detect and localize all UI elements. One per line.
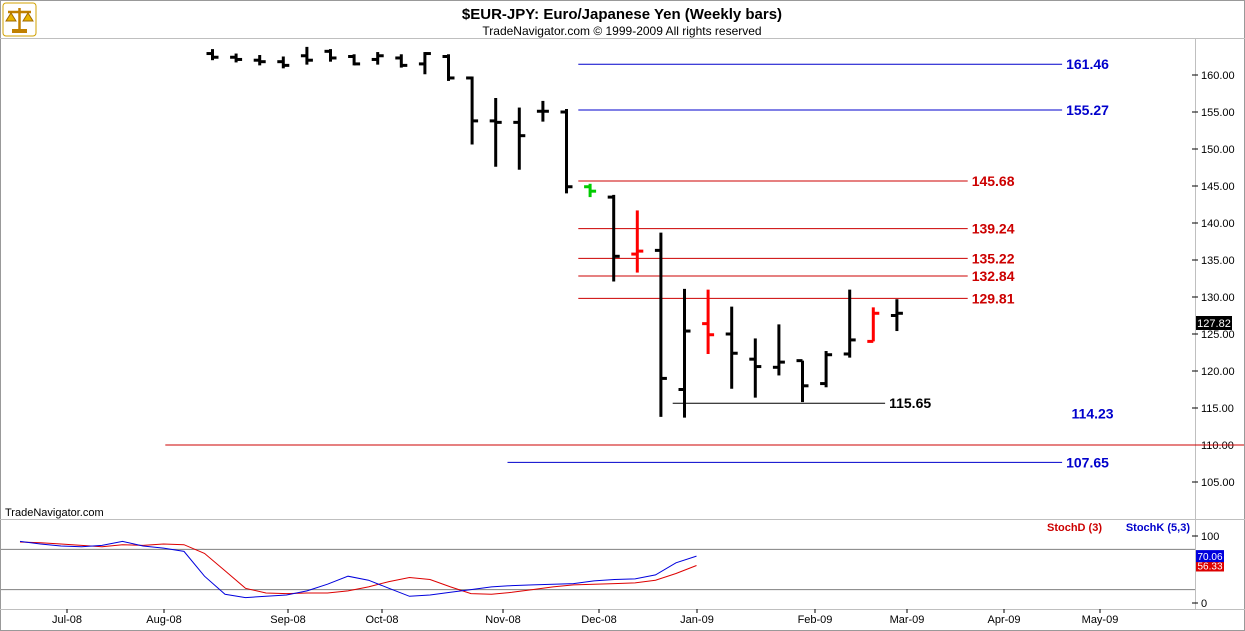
stoch-series-line bbox=[19, 540, 697, 599]
ohlc-bar bbox=[206, 49, 219, 61]
date-x-tick-label: Aug-08 bbox=[146, 614, 181, 626]
ohlc-bars bbox=[206, 46, 903, 418]
stoch-last-value-box bbox=[1196, 559, 1224, 572]
ohlc-bar bbox=[300, 46, 313, 65]
date-x-tick-label: Nov-08 bbox=[485, 614, 520, 626]
level-label: 145.68 bbox=[972, 173, 1015, 189]
stoch-y-tick-label: 0 bbox=[1201, 598, 1207, 610]
stoch-last-value-label: 70.06 bbox=[1197, 552, 1222, 563]
price-y-tick-label: 130.00 bbox=[1201, 292, 1235, 304]
price-y-tick-label: 135.00 bbox=[1201, 255, 1235, 267]
ohlc-bar bbox=[230, 53, 243, 63]
level-label: 132.84 bbox=[972, 268, 1015, 284]
price-y-tick-label: 150.00 bbox=[1201, 144, 1235, 156]
date-x-axis: Jul-08 Aug-08 Sep-08 Oct-08 Nov-08 Dec-08 Jan-… bbox=[52, 609, 1118, 626]
ohlc-bar bbox=[654, 232, 667, 417]
ohlc-bar bbox=[466, 76, 479, 145]
date-x-tick-label: Jan-09 bbox=[680, 614, 714, 626]
last-price-label: 127.82 bbox=[1197, 318, 1231, 330]
ohlc-bar bbox=[418, 52, 431, 75]
date-x-tick-label: Jul-08 bbox=[52, 614, 82, 626]
level-label: 129.81 bbox=[972, 290, 1015, 306]
date-x-tick-label: May-09 bbox=[1082, 614, 1119, 626]
ohlc-bar bbox=[820, 351, 833, 388]
date-x-tick-label: Feb-09 bbox=[798, 614, 833, 626]
level-label: 115.65 bbox=[889, 395, 931, 411]
price-y-tick-label: 140.00 bbox=[1201, 218, 1235, 230]
level-label: 139.24 bbox=[972, 221, 1015, 237]
price-y-tick-label: 115.00 bbox=[1201, 403, 1234, 415]
stoch-legend-d: StochD (3) bbox=[1047, 522, 1102, 534]
price-y-tick-label: 145.00 bbox=[1201, 181, 1235, 193]
ohlc-bar bbox=[678, 288, 691, 418]
date-x-tick-label: Mar-09 bbox=[890, 614, 925, 626]
last-price-box bbox=[1196, 316, 1232, 330]
price-y-axis: 105.00 110.00 115.00 120.00 125.00 130.00 135.… bbox=[1192, 70, 1235, 489]
ohlc-bar bbox=[277, 56, 290, 69]
ohlc-bar bbox=[513, 107, 526, 170]
stoch-last-value-label: 56.33 bbox=[1197, 561, 1222, 572]
ohlc-bar bbox=[796, 359, 809, 403]
ohlc-bar bbox=[536, 100, 549, 122]
stoch-legend-k: StochK (5,3) bbox=[1126, 522, 1191, 534]
ohlc-bar bbox=[607, 194, 620, 282]
ohlc-bar bbox=[772, 324, 785, 376]
ohlc-bar bbox=[890, 299, 903, 332]
ohlc-bar bbox=[348, 54, 361, 66]
price-y-tick-label: 155.00 bbox=[1201, 107, 1235, 119]
date-x-tick-label: Sep-08 bbox=[270, 614, 305, 626]
last-price-marker: 127.82 bbox=[1196, 316, 1232, 330]
ohlc-bar bbox=[489, 97, 502, 167]
ohlc-bar bbox=[324, 49, 337, 62]
ohlc-bar bbox=[560, 109, 573, 194]
level-lines: 161.46 155.27 145.68 139.24 135.22 132.84 129.… bbox=[165, 56, 1244, 470]
ohlc-bar bbox=[584, 183, 597, 198]
price-y-tick-label: 105.00 bbox=[1201, 477, 1235, 489]
level-label: 114.23 bbox=[1072, 406, 1114, 422]
price-y-tick-label: 120.00 bbox=[1201, 366, 1235, 378]
price-y-tick-label: 125.00 bbox=[1201, 329, 1235, 341]
date-x-tick-label: Dec-08 bbox=[581, 614, 616, 626]
ohlc-bar bbox=[395, 54, 408, 68]
level-label: 135.22 bbox=[972, 250, 1015, 266]
ohlc-bar bbox=[749, 338, 762, 398]
chart-title: $EUR-JPY: Euro/Japanese Yen (Weekly bars… bbox=[462, 6, 782, 23]
chart-subtitle: TradeNavigator.com © 1999-2009 All right… bbox=[482, 24, 761, 38]
stoch-y-tick-label: 100 bbox=[1201, 531, 1219, 543]
date-x-tick-label: Apr-09 bbox=[987, 614, 1020, 626]
ohlc-bar bbox=[843, 289, 856, 358]
date-x-tick-label: Oct-08 bbox=[365, 614, 398, 626]
ohlc-bar bbox=[371, 52, 384, 65]
ohlc-bar bbox=[702, 289, 715, 354]
ohlc-bar bbox=[442, 54, 455, 81]
price-y-tick-label: 160.00 bbox=[1201, 70, 1235, 82]
ohlc-bar bbox=[631, 210, 644, 273]
scales-logo-icon[interactable] bbox=[2, 2, 37, 37]
watermark-text: TradeNavigator.com bbox=[5, 507, 104, 519]
level-label: 155.27 bbox=[1066, 102, 1109, 118]
level-label: 107.65 bbox=[1066, 454, 1109, 470]
ohlc-bar bbox=[725, 306, 738, 389]
price-y-tick-label: 110.00 bbox=[1201, 440, 1234, 452]
ohlc-bar bbox=[253, 55, 266, 66]
level-label: 161.46 bbox=[1066, 56, 1109, 72]
stoch-series-line bbox=[19, 541, 697, 595]
ohlc-bar bbox=[867, 307, 880, 343]
stoch-last-value-box bbox=[1196, 550, 1224, 563]
